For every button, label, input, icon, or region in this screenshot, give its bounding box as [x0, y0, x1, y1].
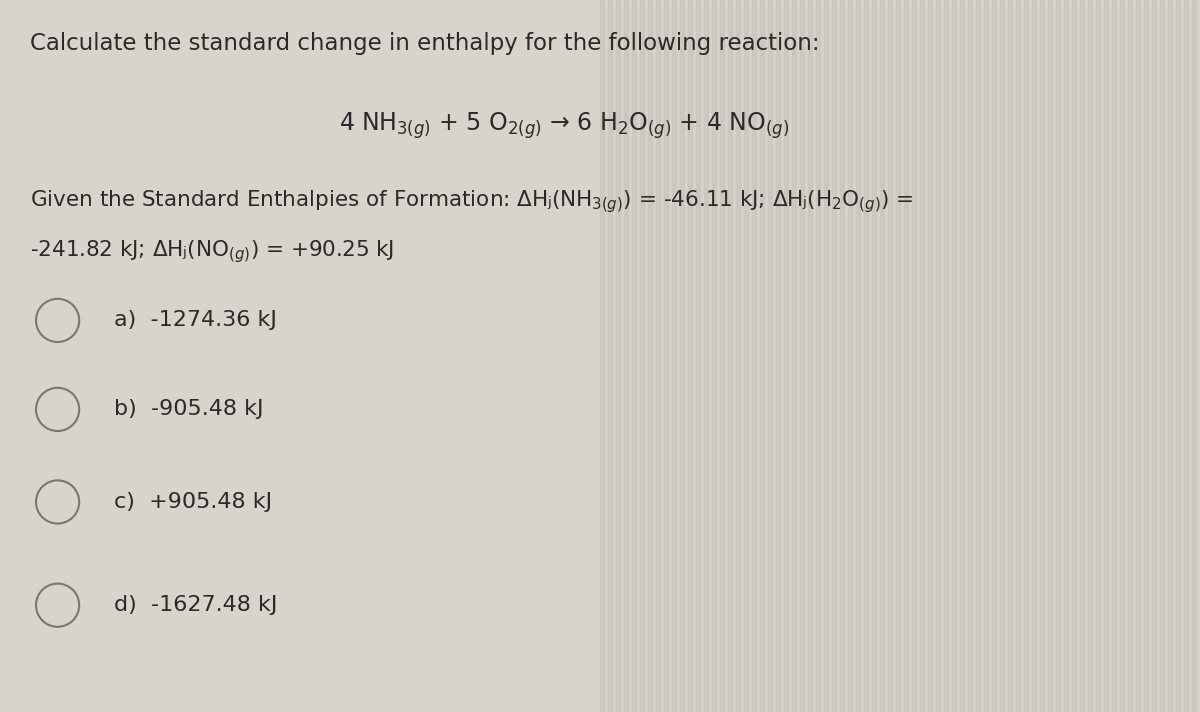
Text: c)  +905.48 kJ: c) +905.48 kJ: [114, 492, 272, 512]
Text: -241.82 kJ; ΔHⱼ(NO$_{(g)}$) = +90.25 kJ: -241.82 kJ; ΔHⱼ(NO$_{(g)}$) = +90.25 kJ: [30, 239, 395, 266]
Text: 4 NH$_{3(g)}$ + 5 O$_{2(g)}$ → 6 H$_2$O$_{(g)}$ + 4 NO$_{(g)}$: 4 NH$_{3(g)}$ + 5 O$_{2(g)}$ → 6 H$_2$O$…: [338, 110, 790, 141]
Text: a)  -1274.36 kJ: a) -1274.36 kJ: [114, 310, 277, 330]
Text: d)  -1627.48 kJ: d) -1627.48 kJ: [114, 595, 277, 615]
Text: Given the Standard Enthalpies of Formation: ΔHⱼ(NH$_{3(g)}$) = -46.11 kJ; ΔHⱼ(H$: Given the Standard Enthalpies of Formati…: [30, 189, 913, 216]
Text: Calculate the standard change in enthalpy for the following reaction:: Calculate the standard change in enthalp…: [30, 32, 820, 55]
Text: b)  -905.48 kJ: b) -905.48 kJ: [114, 399, 264, 419]
